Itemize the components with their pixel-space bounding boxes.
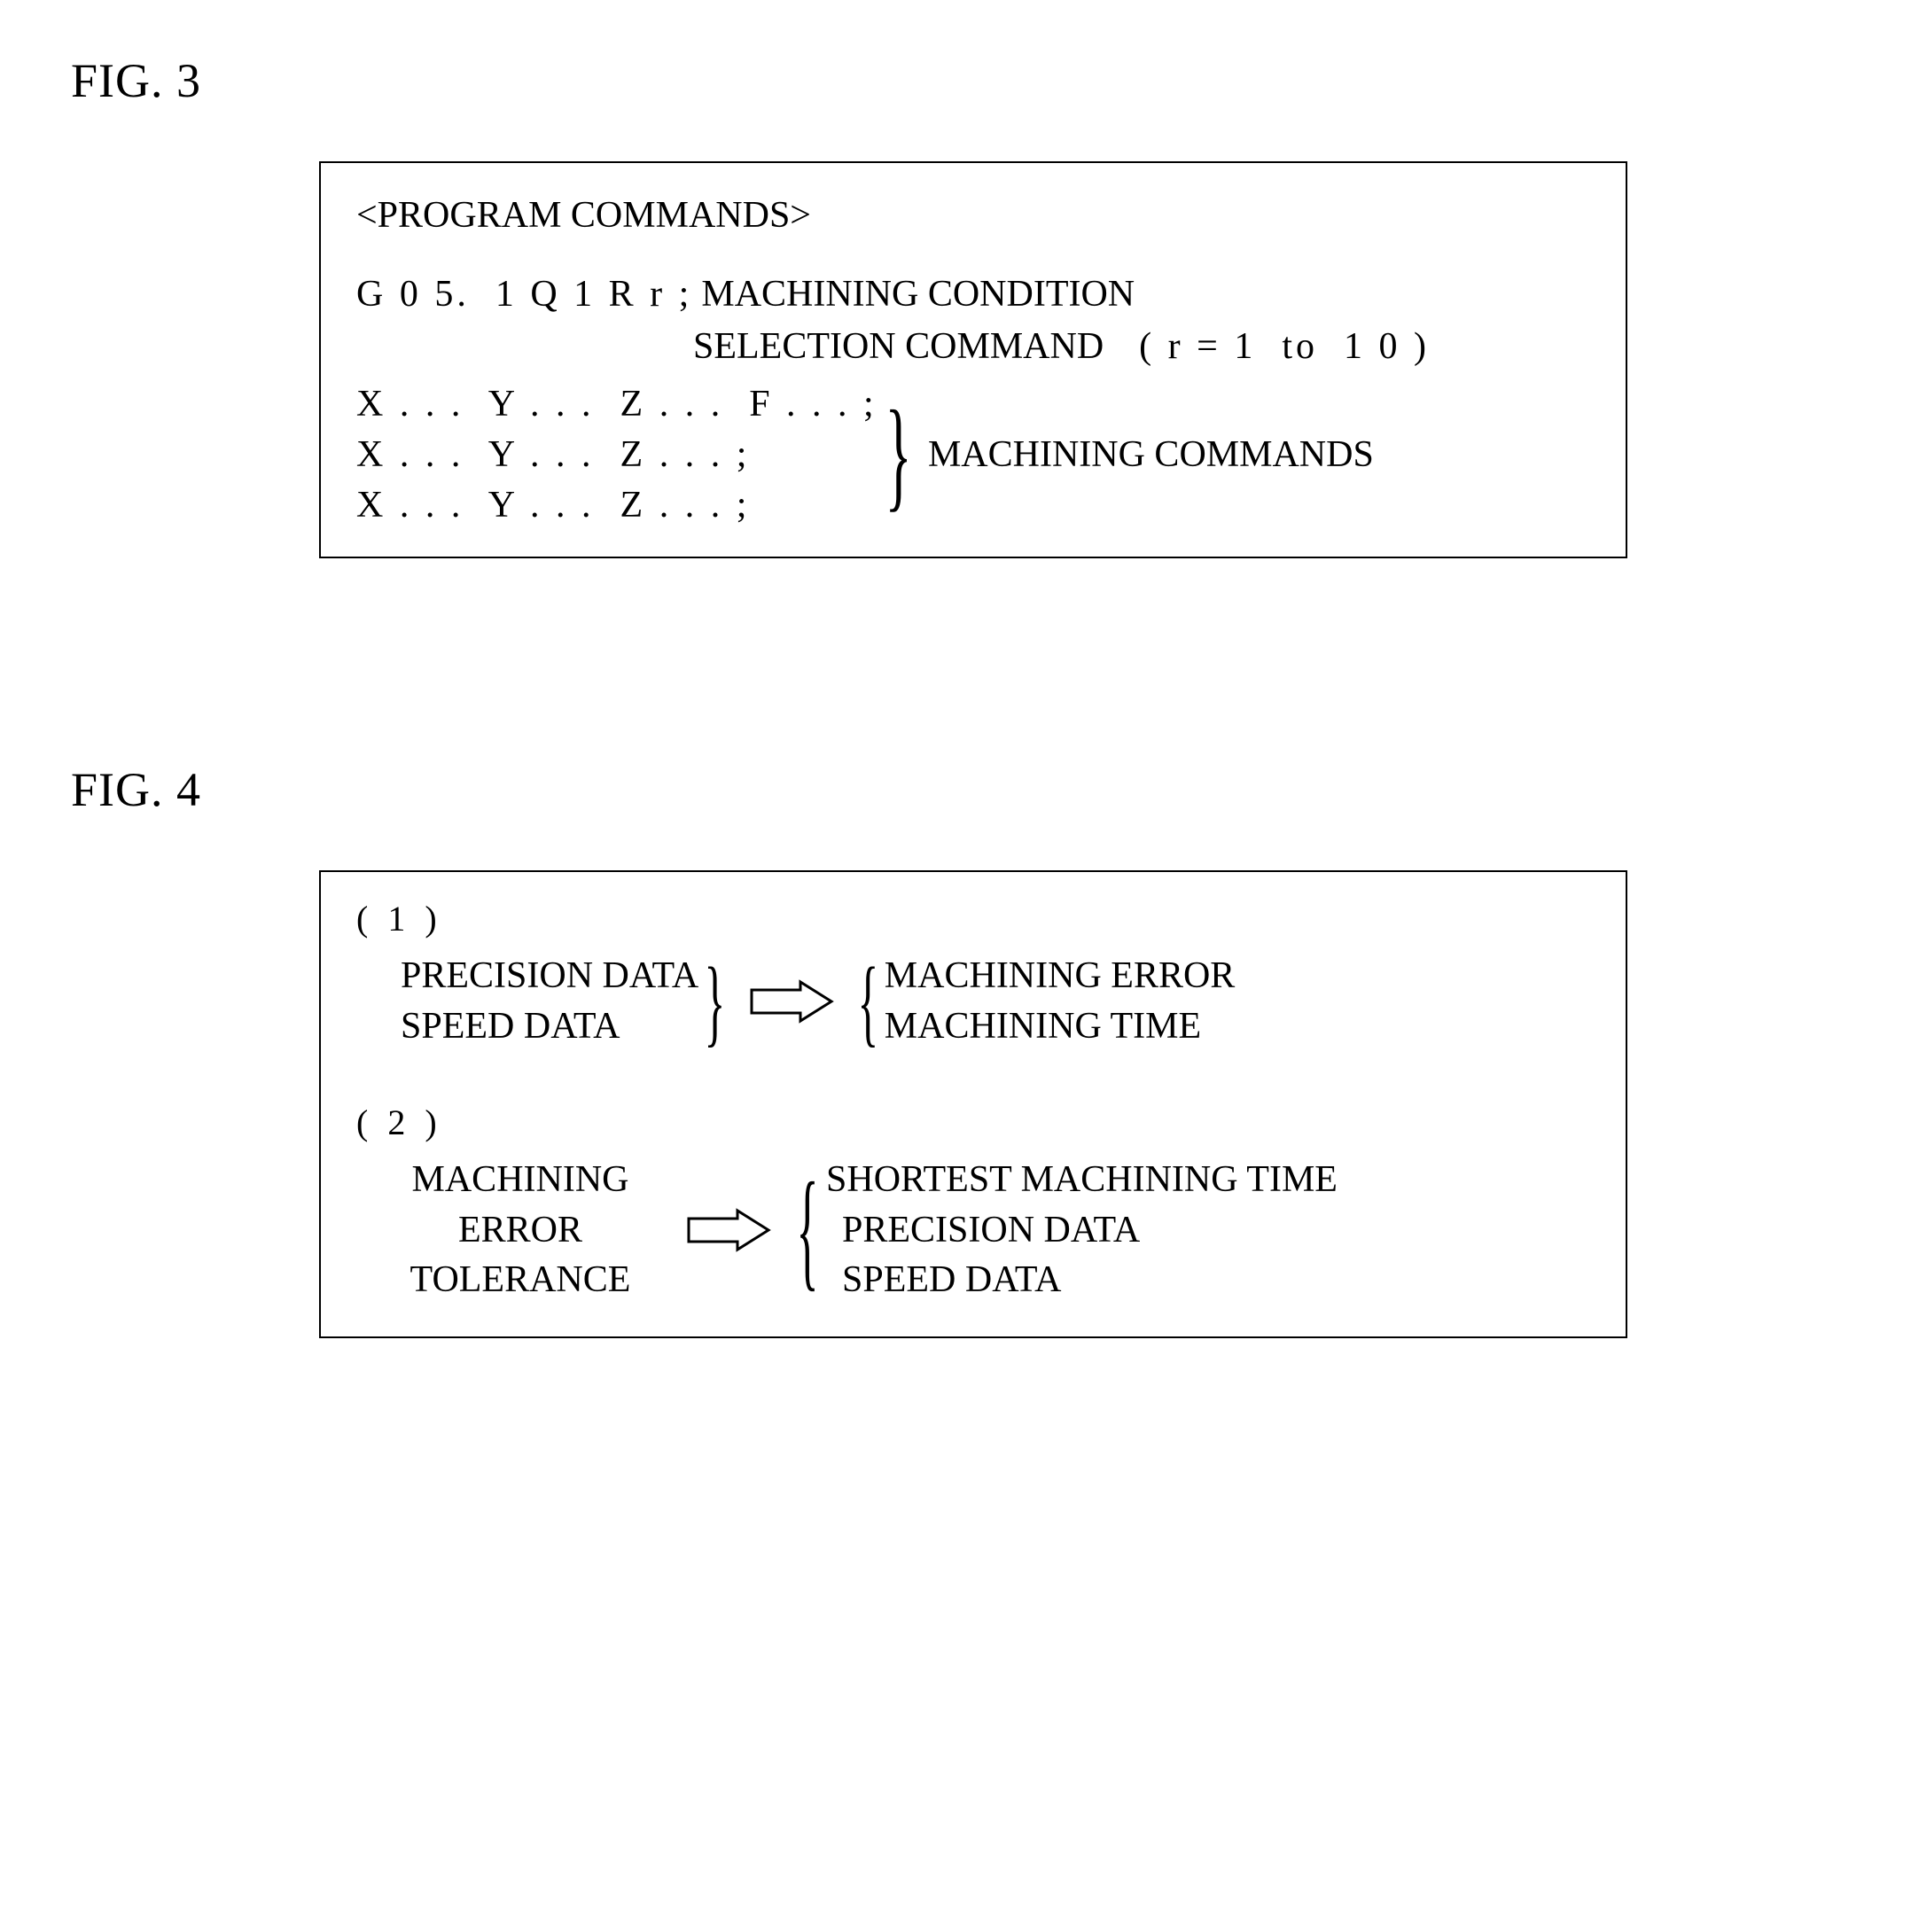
condition-desc-1: MACHINING CONDITION [701,269,1135,321]
item-1-left-col: PRECISION DATA SPEED DATA [401,951,698,1051]
condition-command-row-2: SELECTION COMMAND ( r = 1 to 1 0 ) [356,321,1590,373]
figure-4: FIG. 4 ( 1 ) PRECISION DATA SPEED DATA }… [71,762,1840,1337]
brace-left-icon: { [858,958,879,1046]
item-1-row: PRECISION DATA SPEED DATA } { MACHINING … [401,951,1617,1051]
arrow-right-icon [747,979,836,1024]
item-2-row: MACHINING ERROR TOLERANCE { SHORTEST MAC… [401,1155,1617,1305]
code-g05: G 0 5. 1 Q 1 R r ; [356,269,692,321]
tolerance-label: TOLERANCE [401,1255,640,1305]
figure-3-panel: <PROGRAM COMMANDS> G 0 5. 1 Q 1 R r ; MA… [319,161,1627,558]
machining-error-label: MACHINING ERROR [885,951,1236,1001]
figure-3-label: FIG. 3 [71,53,1840,108]
machining-line-2: X . . . Y . . . Z . . . ; [356,430,878,480]
speed-data-label-2: SPEED DATA [826,1255,1338,1305]
condition-command-row: G 0 5. 1 Q 1 R r ; MACHINING CONDITION [356,269,1590,321]
machining-commands-label: MACHINING COMMANDS [928,429,1374,481]
machining-code-lines: X . . . Y . . . Z . . . F . . . ; X . . … [356,379,878,530]
condition-desc-2: SELECTION COMMAND [693,321,1104,373]
item-2-left-col: MACHINING ERROR TOLERANCE [401,1155,640,1305]
figure-4-panel: ( 1 ) PRECISION DATA SPEED DATA } { MACH… [319,870,1627,1337]
machining-time-label: MACHINING TIME [885,1001,1236,1052]
figure-4-label: FIG. 4 [71,762,1840,817]
program-commands-header: <PROGRAM COMMANDS> [356,190,1590,242]
machining-commands-group: X . . . Y . . . Z . . . F . . . ; X . . … [356,379,1590,530]
brace-right-icon: } [705,958,726,1046]
brace-left-icon: { [796,1170,818,1289]
shortest-time-label: SHORTEST MACHINING TIME [826,1155,1338,1205]
figure-3: FIG. 3 <PROGRAM COMMANDS> G 0 5. 1 Q 1 R… [71,53,1840,558]
brace-right-icon: } [885,399,911,510]
precision-data-label: PRECISION DATA [401,951,698,1001]
machining-line-1: X . . . Y . . . Z . . . F . . . ; [356,379,878,430]
machining-label-2: MACHINING [401,1155,640,1205]
error-label: ERROR [401,1205,640,1256]
arrow-right-icon [684,1208,773,1252]
condition-range: ( r = 1 to 1 0 ) [1139,321,1430,373]
speed-data-label: SPEED DATA [401,1001,698,1052]
item-1-right-col: MACHINING ERROR MACHINING TIME [885,951,1236,1051]
item-2-right-col: SHORTEST MACHINING TIME PRECISION DATA S… [826,1155,1338,1305]
item-2-number: ( 2 ) [356,1098,1617,1148]
machining-line-3: X . . . Y . . . Z . . . ; [356,480,878,531]
item-1-number: ( 1 ) [356,894,1617,944]
precision-data-label-2: PRECISION DATA [826,1205,1338,1256]
